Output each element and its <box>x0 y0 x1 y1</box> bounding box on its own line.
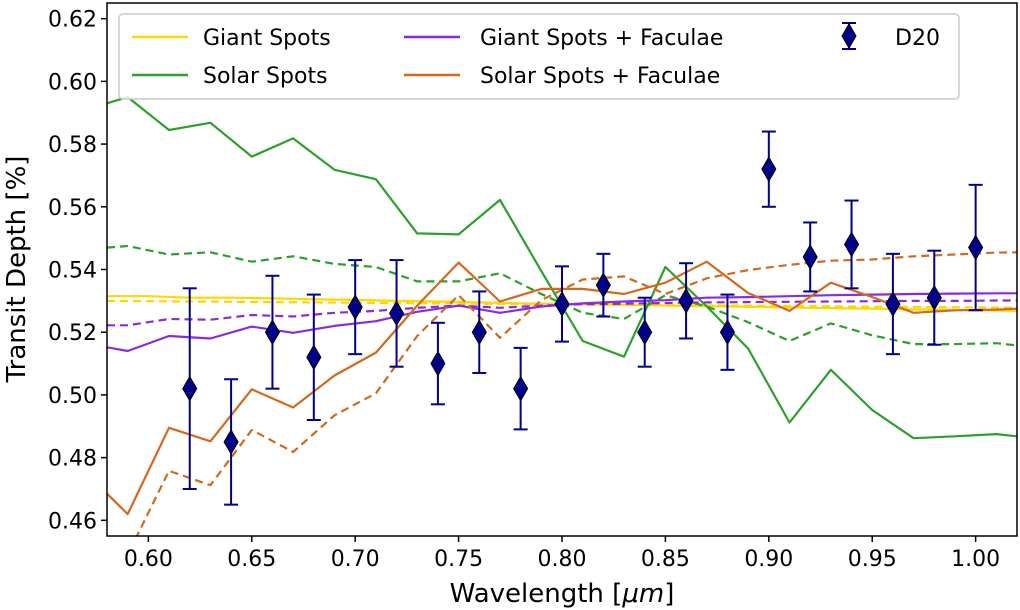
data-point-d20 <box>347 259 363 356</box>
legend-label-solar-spots: Solar Spots <box>203 64 328 89</box>
legend: Giant Spots Solar Spots Giant Spots + Fa… <box>118 13 960 100</box>
legend-label-giant-spots: Giant Spots <box>203 26 331 51</box>
data-point-d20 <box>388 259 405 368</box>
y-tick-label: 0.46 <box>48 509 97 534</box>
diamond-marker <box>968 234 984 261</box>
diamond-marker <box>347 294 363 321</box>
data-point-d20 <box>926 249 942 346</box>
legend-frame <box>118 13 960 100</box>
diamond-marker <box>264 319 281 346</box>
x-axis-unit: μm <box>621 579 664 609</box>
diamond-marker <box>388 300 405 327</box>
data-point-d20 <box>968 183 984 312</box>
diamond-marker <box>306 344 322 371</box>
x-tick-label: 0.75 <box>434 547 483 572</box>
x-tick-label: 0.70 <box>331 547 380 572</box>
data-point-d20 <box>678 262 694 340</box>
y-tick-label: 0.54 <box>48 259 97 284</box>
y-tick-label: 0.50 <box>48 384 97 409</box>
data-point-d20 <box>430 321 446 406</box>
data-point-d20 <box>885 252 901 356</box>
x-tick-label: 0.95 <box>848 547 897 572</box>
legend-label-giant-spots-faculae: Giant Spots + Faculae <box>480 26 723 51</box>
x-tick-label: 0.65 <box>227 547 276 572</box>
diamond-marker <box>926 284 942 311</box>
data-point-d20 <box>182 287 198 490</box>
y-axis-label: Transit Depth [%] <box>2 156 32 384</box>
data-point-d20 <box>761 130 777 208</box>
diamond-marker <box>802 243 818 270</box>
data-point-d20 <box>595 252 611 318</box>
diamond-marker <box>554 290 570 317</box>
x-tick-label: 0.90 <box>744 547 793 572</box>
data-point-d20 <box>513 346 529 431</box>
data-point-d20 <box>223 378 239 506</box>
data-point-d20 <box>264 274 281 390</box>
legend-swatch-d20 <box>841 22 857 50</box>
diamond-marker <box>885 290 901 317</box>
diamond-marker <box>595 272 611 299</box>
diamond-marker <box>843 231 860 258</box>
y-tick-label: 0.56 <box>48 196 97 221</box>
x-tick-label: 1.00 <box>951 547 1000 572</box>
x-tick-label: 0.85 <box>641 547 690 572</box>
data-point-d20 <box>306 293 322 421</box>
x-tick-label: 0.80 <box>538 547 587 572</box>
data-point-d20 <box>554 265 570 343</box>
diamond-marker <box>513 375 529 402</box>
y-tick-label: 0.58 <box>48 133 97 158</box>
diamond-marker <box>471 319 487 346</box>
data-point-d20 <box>719 293 736 371</box>
y-tick-label: 0.62 <box>48 8 97 33</box>
diamond-marker <box>430 350 446 377</box>
x-axis-label: Wavelength [μm] <box>450 579 675 609</box>
axes: 0.60 0.65 0.70 0.75 0.80 0.85 0.90 0.95 1.00 0.46… <box>48 2 1018 572</box>
legend-label-solar-spots-faculae: Solar Spots + Faculae <box>480 64 720 89</box>
data-point-d20 <box>843 199 860 290</box>
diamond-marker <box>761 156 777 183</box>
x-tick-label: 0.60 <box>124 547 173 572</box>
y-tick-label: 0.60 <box>48 70 97 95</box>
diamond-marker <box>182 375 198 402</box>
diamond-marker <box>637 319 653 346</box>
diamond-marker <box>223 428 239 455</box>
data-point-d20 <box>637 296 653 368</box>
diamond-marker <box>719 319 736 346</box>
data-point-d20 <box>471 290 487 374</box>
observation-points <box>182 130 984 506</box>
y-tick-label: 0.52 <box>48 321 97 346</box>
data-point-d20 <box>802 221 818 293</box>
legend-label-d20: D20 <box>895 26 940 51</box>
y-tick-label: 0.48 <box>48 447 97 472</box>
diamond-marker <box>678 287 694 314</box>
